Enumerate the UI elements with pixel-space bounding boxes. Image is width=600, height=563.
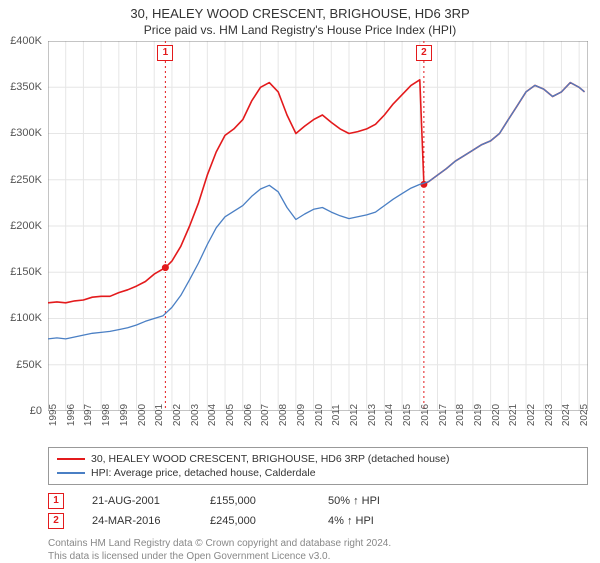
event-badge-small: 2 xyxy=(48,513,64,529)
event-price: £245,000 xyxy=(210,515,300,527)
x-tick-label: 2005 xyxy=(225,404,236,426)
y-tick-label: £100K xyxy=(10,312,42,324)
x-tick-label: 2022 xyxy=(526,404,537,426)
x-tick-label: 2025 xyxy=(579,404,590,426)
x-tick-label: 2015 xyxy=(402,404,413,426)
chart-subtitle: Price paid vs. HM Land Registry's House … xyxy=(0,23,600,41)
footer-line-1: Contains HM Land Registry data © Crown c… xyxy=(48,537,588,550)
y-tick-label: £300K xyxy=(10,127,42,139)
event-badge: 1 xyxy=(157,45,173,61)
x-tick-label: 2007 xyxy=(260,404,271,426)
chart-area: £0£50K£100K£150K£200K£250K£300K£350K£400… xyxy=(48,41,588,411)
x-tick-label: 2004 xyxy=(207,404,218,426)
x-tick-label: 2003 xyxy=(190,404,201,426)
footer-line-2: This data is licensed under the Open Gov… xyxy=(48,550,588,563)
event-table-row: 1 21-AUG-2001 £155,000 50% ↑ HPI xyxy=(48,491,588,511)
x-tick-label: 1998 xyxy=(101,404,112,426)
event-delta: 4% ↑ HPI xyxy=(328,515,418,527)
x-tick-label: 2012 xyxy=(349,404,360,426)
x-tick-label: 1999 xyxy=(119,404,130,426)
legend-label: HPI: Average price, detached house, Cald… xyxy=(91,467,316,479)
x-tick-label: 2008 xyxy=(278,404,289,426)
x-tick-label: 2011 xyxy=(331,404,342,426)
chart-container: 30, HEALEY WOOD CRESCENT, BRIGHOUSE, HD6… xyxy=(0,0,600,560)
event-date: 21-AUG-2001 xyxy=(92,495,182,507)
event-table-row: 2 24-MAR-2016 £245,000 4% ↑ HPI xyxy=(48,511,588,531)
chart-title: 30, HEALEY WOOD CRESCENT, BRIGHOUSE, HD6… xyxy=(0,0,600,23)
event-badge-small: 1 xyxy=(48,493,64,509)
footer-attribution: Contains HM Land Registry data © Crown c… xyxy=(48,537,588,563)
legend-row: HPI: Average price, detached house, Cald… xyxy=(57,466,579,480)
y-tick-label: £50K xyxy=(16,359,42,371)
x-tick-label: 1997 xyxy=(83,404,94,426)
y-tick-label: £0 xyxy=(30,405,42,417)
legend-swatch xyxy=(57,458,85,460)
x-tick-label: 2021 xyxy=(508,404,519,426)
legend: 30, HEALEY WOOD CRESCENT, BRIGHOUSE, HD6… xyxy=(48,447,588,485)
x-tick-label: 2017 xyxy=(438,404,449,426)
x-tick-label: 2016 xyxy=(420,404,431,426)
x-tick-label: 1995 xyxy=(48,404,59,426)
x-tick-label: 2010 xyxy=(314,404,325,426)
y-tick-label: £250K xyxy=(10,174,42,186)
x-tick-label: 2009 xyxy=(296,404,307,426)
x-tick-label: 2002 xyxy=(172,404,183,426)
x-tick-label: 2001 xyxy=(154,404,165,426)
x-tick-label: 1996 xyxy=(66,404,77,426)
x-tick-label: 2006 xyxy=(243,404,254,426)
x-tick-label: 2019 xyxy=(473,404,484,426)
y-tick-label: £400K xyxy=(10,35,42,47)
legend-swatch xyxy=(57,472,85,474)
y-tick-label: £200K xyxy=(10,220,42,232)
x-tick-label: 2013 xyxy=(367,404,378,426)
event-date: 24-MAR-2016 xyxy=(92,515,182,527)
chart-svg xyxy=(48,41,588,411)
x-tick-label: 2000 xyxy=(137,404,148,426)
y-tick-label: £350K xyxy=(10,81,42,93)
x-tick-label: 2024 xyxy=(561,404,572,426)
x-tick-label: 2020 xyxy=(491,404,502,426)
x-tick-label: 2018 xyxy=(455,404,466,426)
event-price: £155,000 xyxy=(210,495,300,507)
y-tick-label: £150K xyxy=(10,266,42,278)
event-table: 1 21-AUG-2001 £155,000 50% ↑ HPI 2 24-MAR-201… xyxy=(48,491,588,531)
x-tick-label: 2014 xyxy=(384,404,395,426)
legend-label: 30, HEALEY WOOD CRESCENT, BRIGHOUSE, HD6… xyxy=(91,453,450,465)
event-badge: 2 xyxy=(416,45,432,61)
event-delta: 50% ↑ HPI xyxy=(328,495,418,507)
x-tick-label: 2023 xyxy=(544,404,555,426)
legend-row: 30, HEALEY WOOD CRESCENT, BRIGHOUSE, HD6… xyxy=(57,452,579,466)
